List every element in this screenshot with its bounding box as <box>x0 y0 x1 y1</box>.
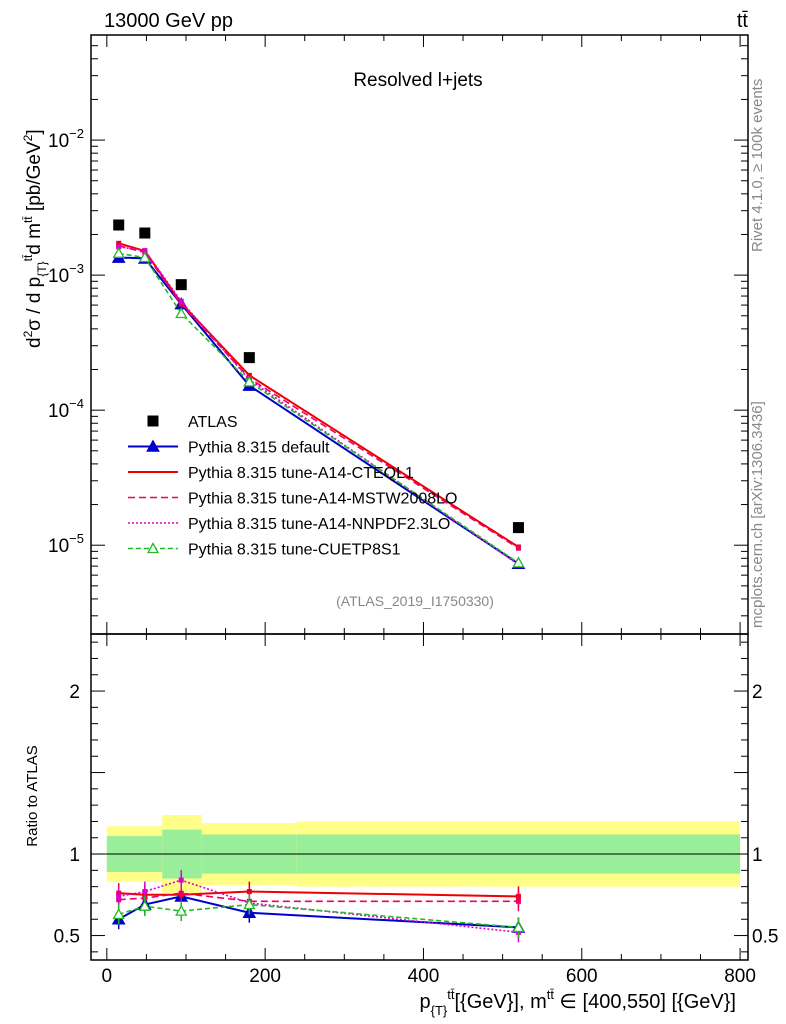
y-tick-exponent: −3 <box>69 261 84 276</box>
legend-label-3: Pythia 8.315 tune-A14-NNPDF2.3LO <box>188 516 450 533</box>
analysis-id: (ATLAS_2019_I1750330) <box>336 593 494 609</box>
series-point-4-1 <box>138 251 151 263</box>
series-point-1-3 <box>246 372 252 378</box>
ratio-line-2 <box>118 892 519 903</box>
ratio-point-2-4 <box>515 898 521 904</box>
series-point-4-4 <box>512 556 525 568</box>
data-point-3 <box>243 352 255 364</box>
y-tick-exponent: −2 <box>69 126 84 141</box>
ratio-point-3-2 <box>178 877 184 883</box>
ratio-frame <box>90 633 749 961</box>
series-point-2-4 <box>515 545 521 551</box>
y-tick-label: 10−2 <box>48 126 84 152</box>
ratio-tick-label-left: 1 <box>69 845 80 866</box>
series-point-4-3 <box>243 375 256 387</box>
legend-swatch-data <box>147 415 159 427</box>
series-line-4 <box>118 252 519 564</box>
y-tick-exponent: −5 <box>69 531 84 546</box>
ratio-point-4-2 <box>175 904 188 916</box>
legend-label-1: Pythia 8.315 tune-A14-CTEQL1 <box>188 465 414 482</box>
ratio-axis-label: Ratio to ATLAS <box>24 745 41 846</box>
y-axis-label: d2σ / d p{T}tt̄d mtt̄ [pb/GeV2] <box>21 129 49 348</box>
y-tick-exponent: −4 <box>69 396 84 411</box>
x-tick-label: 0 <box>102 966 113 987</box>
ratio-point-3-1 <box>142 889 148 895</box>
legend: ATLAS Pythia 8.315 default Pythia 8.315 tu… <box>128 414 457 559</box>
series-point-2-2 <box>178 301 184 307</box>
ratio-tick-label-left: 0.5 <box>54 927 80 948</box>
x-tick-label: 400 <box>408 966 440 987</box>
data-point-1 <box>139 227 151 239</box>
rivet-label: Rivet 4.1.0, ≥ 100k events <box>749 79 766 252</box>
legend-label-data: ATLAS <box>188 414 238 431</box>
legend-label-2: Pythia 8.315 tune-A14-MSTW2008LO <box>188 491 457 508</box>
ratio-tick-label-right: 2 <box>752 682 763 703</box>
data-point-4 <box>512 522 524 534</box>
x-tick-label: 200 <box>249 966 281 987</box>
series-point-4-0 <box>112 246 125 258</box>
plot-title: Resolved l+jets <box>353 70 482 91</box>
ratio-point-2-2 <box>178 890 184 896</box>
ratio-point-4-1 <box>138 899 151 911</box>
mcplots-label: mcplots.cern.ch [arXiv:1306.3436] <box>749 401 766 628</box>
ratio-point-4-3 <box>243 898 256 910</box>
y-tick-label: 10−4 <box>48 396 84 422</box>
x-tick-label: 600 <box>566 966 598 987</box>
series-point-3-0 <box>116 244 122 250</box>
ratio-point-3-0 <box>116 893 122 899</box>
series-point-4-2 <box>175 307 188 319</box>
x-axis-label: p{T}tt̄[{GeV}], mtt̄ ∈ [400,550] [{GeV}] <box>420 987 736 1018</box>
y-tick-label: 10−3 <box>48 261 84 287</box>
y-tick-label: 10−5 <box>48 531 84 557</box>
series-point-3-2 <box>178 298 184 304</box>
ratio-tick-label-left: 2 <box>69 682 80 703</box>
ratio-point-4-4 <box>512 921 525 933</box>
header-right: tt̄ <box>737 10 749 32</box>
ratio-tick-label-right: 0.5 <box>752 927 778 948</box>
x-tick-label: 800 <box>724 966 756 987</box>
legend-label-0: Pythia 8.315 default <box>188 440 330 457</box>
legend-label-4: Pythia 8.315 tune-CUETP8S1 <box>188 542 401 559</box>
ratio-tick-label-right: 1 <box>752 845 763 866</box>
data-point-2 <box>175 279 187 291</box>
series-point-3-1 <box>142 248 148 254</box>
ratio-point-4-0 <box>112 908 125 920</box>
legend-marker-0 <box>146 439 160 452</box>
data-point-0 <box>113 219 125 231</box>
main-panel: 10−5 10−4 10−3 10−2 <box>48 34 749 635</box>
legend-marker-4 <box>146 542 160 554</box>
ratio-panel: 0 200 400 600 800 0.5 0.5 1 1 2 2 <box>54 633 778 987</box>
header-left: 13000 GeV pp <box>104 10 233 32</box>
